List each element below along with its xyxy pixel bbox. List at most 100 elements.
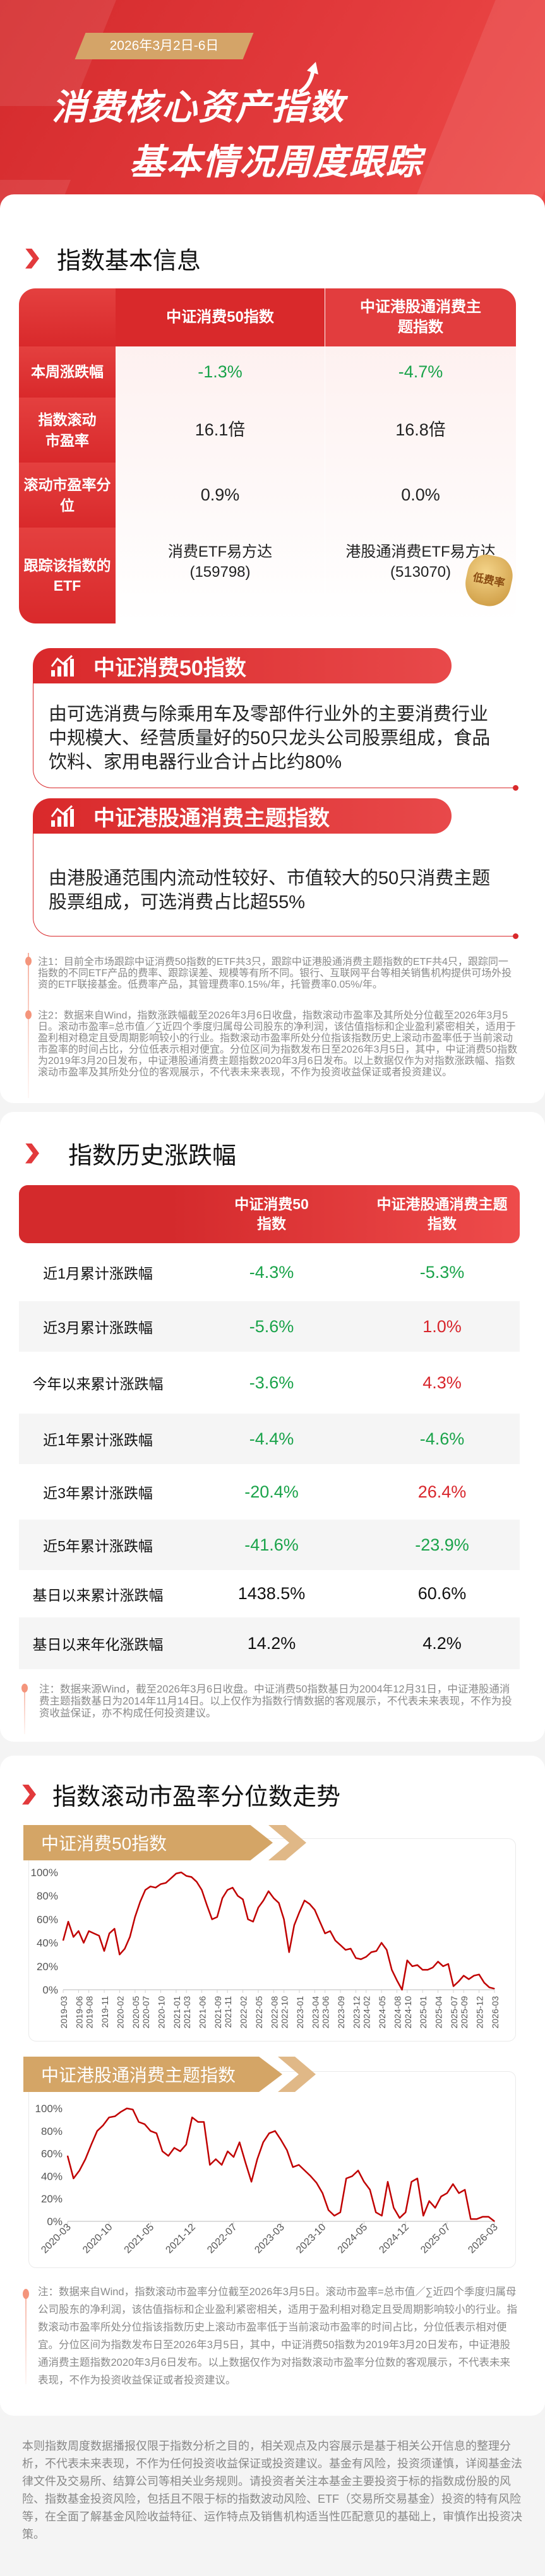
basic-info-table: 中证消费50指数 中证港股通消费主题指数 本周涨跌幅 -1.3% -4.7% 指…	[19, 288, 516, 623]
value-consumer50: -4.3%	[249, 1262, 294, 1282]
data-point	[124, 1948, 126, 1949]
data-point	[150, 1886, 151, 1887]
data-point	[280, 2139, 282, 2141]
x-tick-label: 2024-08	[393, 1996, 403, 2029]
x-tick-label: 2023-06	[321, 1996, 331, 2029]
note-timeline	[25, 2289, 27, 2384]
value-consumer50: -41.6%	[244, 1535, 299, 1554]
data-point	[292, 2166, 294, 2168]
x-tick-label: 2021-01	[172, 1996, 182, 2029]
index-intro-header: 中证消费50指数	[33, 648, 452, 683]
value-consumer50: 1438.5%	[237, 1584, 306, 1603]
data-point	[345, 1949, 346, 1951]
hero-title-line2: 基本情况周度跟踪	[129, 142, 422, 182]
x-tick-label: 2025-09	[459, 1996, 469, 2029]
section-title: 指数滚动市盈率分位数走势	[52, 1784, 341, 1811]
data-point	[83, 1942, 85, 1944]
data-point	[88, 1930, 90, 1932]
x-tick-label: 2022-07	[205, 2222, 239, 2256]
index-intro-text: 由可选消费与除乘用车及零部件行业外的主要消费行业中规模大、经营质量好的50只龙头…	[49, 704, 491, 772]
x-tick-label: 2023-04	[310, 1996, 320, 2029]
section-title: 指数历史涨跌幅	[68, 1143, 237, 1169]
data-point	[165, 1882, 167, 1884]
x-tick-label: 2021-03	[182, 1996, 192, 2029]
x-tick-label: 2024-05	[377, 1996, 387, 2029]
note-timeline	[28, 953, 29, 1098]
data-point	[304, 2170, 306, 2171]
x-tick-label: 2023-09	[336, 1996, 346, 2029]
pe-percentile-value: 0.0%	[401, 485, 440, 505]
basic-info-heading: 指数基本信息	[25, 241, 201, 276]
chart-title: 中证消费50指数	[41, 1834, 167, 1853]
x-tick-label: 2020-10	[81, 2222, 115, 2256]
data-point	[119, 1954, 121, 1955]
index-intro-header: 中证港股通消费主题指数	[33, 798, 452, 834]
value-consumer50: -20.4%	[244, 1482, 299, 1501]
pe-value: 16.8倍	[395, 420, 446, 440]
index-intro-box: 由港股通范围内流动性较好、市值较大的50只消费主题股票组成，可选消费占比超55%	[33, 834, 518, 939]
note-dot	[23, 2289, 29, 2299]
data-point	[446, 2192, 448, 2194]
value-consumer50: -5.6%	[249, 1316, 294, 1336]
x-tick-label: 2023-10	[294, 2222, 328, 2256]
chart-growth-icon	[51, 805, 74, 827]
x-tick-label: 2020-02	[115, 1996, 125, 2029]
y-tick-label: 100%	[31, 1867, 58, 1879]
x-tick-label: 2022-08	[269, 1996, 279, 2029]
y-tick-label: 0%	[42, 1984, 58, 1996]
x-tick-label: 2020-10	[156, 1996, 166, 2029]
table-corner	[19, 288, 116, 346]
data-point	[268, 2132, 270, 2134]
data-point	[434, 2207, 436, 2209]
y-tick-label: 60%	[41, 2148, 63, 2160]
data-point	[386, 1949, 387, 1951]
data-point	[191, 2117, 193, 2118]
x-tick-label: 2022-05	[254, 1996, 264, 2029]
data-point	[381, 1942, 382, 1944]
x-tick-label: 2023-03	[253, 2222, 287, 2256]
pe-note: 注：数据来自Wind，指数滚动市盈率分位截至2026年3月5日。滚动市盈率=总市…	[23, 2283, 518, 2389]
row-label: 跟踪该指数的ETF	[19, 528, 116, 623]
data-point	[405, 2212, 406, 2213]
data-point	[464, 2189, 465, 2190]
data-point	[482, 2216, 483, 2218]
row-label: 今年以来累计涨跌幅	[32, 1376, 164, 1392]
note-text: 注2：数据来自Wind，指数涨跌幅截至2026年3月6日收盘，指数滚动市盈率及其…	[38, 1010, 518, 1078]
x-tick-label: 2024-12	[377, 2222, 411, 2256]
y-tick-label: 60%	[37, 1913, 58, 1925]
data-point	[114, 2115, 116, 2117]
data-point	[201, 1889, 203, 1891]
y-tick-label: 20%	[41, 2193, 63, 2205]
x-tick-label: 2021-06	[198, 1996, 208, 2029]
data-point	[333, 2215, 335, 2216]
data-point	[304, 1900, 305, 1901]
date-text: 2026年3月2日-6日	[109, 38, 219, 53]
etf-link[interactable]: 消费ETF易方达 (159798)	[167, 543, 273, 581]
note-1: 注1：目前全市场跟踪中证消费50指数的ETF共3只，跟踪中证港股通消费主题指数的…	[25, 957, 518, 991]
disclaimer-footer: 本则指数周度数据播报仅限于指数分析之目的，相关观点及内容展示是基于相关公开信息的…	[22, 2440, 522, 2541]
data-point	[109, 1933, 110, 1934]
x-tick-label: 2021-12	[164, 2222, 198, 2256]
note-text: 注1：目前全市场跟踪中证消费50指数的ETF共3只，跟踪中证港股通消费主题指数的…	[38, 957, 512, 990]
row-label: 基日以来年化涨跌幅	[32, 1636, 164, 1653]
note-dot	[25, 957, 32, 966]
data-point	[350, 1948, 351, 1949]
hero-banner: 2026年3月2日-6日 消费核心资产指数 基本情况周度跟踪	[0, 0, 545, 215]
series-line	[62, 1871, 495, 1991]
x-tick-label: 2024-05	[336, 2222, 370, 2256]
data-point	[393, 2207, 394, 2209]
hero-title-line1: 消费核心资产指数	[52, 87, 345, 127]
x-tick-label: 2025-07	[449, 1996, 459, 2029]
row-label: 近1年累计涨跌幅	[43, 1432, 153, 1448]
row-label: 近3年累计涨跌幅	[43, 1485, 153, 1501]
x-tick-label: 2019-11	[100, 1996, 110, 2028]
note-text: 注：数据来源Wind，截至2026年3月6日收盘。中证消费50指数基日为2004…	[39, 1684, 512, 1719]
etf-link[interactable]: 港股通消费ETF易方达 (513070)	[345, 543, 496, 581]
y-tick-label: 100%	[35, 2103, 63, 2115]
row-label: 近1月累计涨跌幅	[43, 1265, 153, 1282]
weekly-change-value: -4.7%	[398, 362, 443, 382]
table-row: 今年以来累计涨跌幅 -3.6% 4.3%	[19, 1352, 520, 1414]
column-header: 中证港股通消费主题指数	[325, 288, 516, 346]
value-hk-consumer: -5.3%	[419, 1262, 465, 1282]
data-point	[422, 2215, 424, 2216]
